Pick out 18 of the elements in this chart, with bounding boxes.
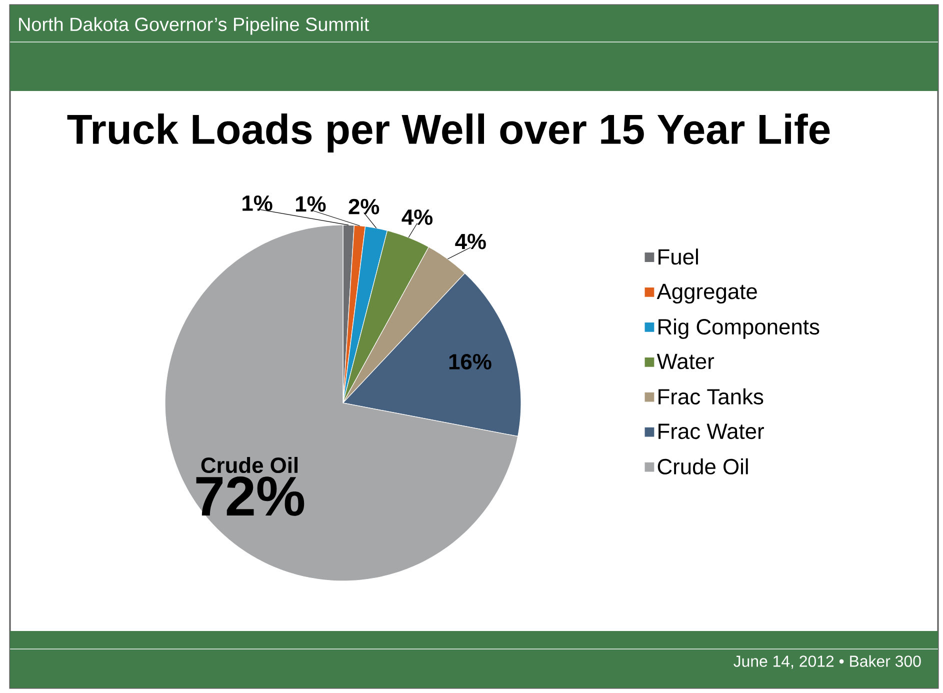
chart-title: Truck Loads per Well over 15 Year Life: [67, 113, 830, 152]
legend-label: Water: [656, 354, 714, 370]
data-label: 1%: [296, 196, 326, 212]
legend-label: Fuel: [658, 248, 698, 265]
data-label: 4%: [402, 209, 433, 225]
data-label: 72%: [196, 476, 304, 516]
text: June 14, 2012 • Baker 300: [734, 655, 921, 669]
data-label: 4%: [455, 234, 486, 250]
data-label: 2%: [348, 198, 380, 214]
legend-label: Rig Components: [658, 318, 820, 339]
text: North Dakota Governor’s Pipeline Summit: [19, 17, 370, 35]
slice-label: Crude Oil: [201, 456, 298, 474]
legend-label: Aggregate: [656, 284, 757, 304]
legend-label: Crude Oil: [658, 458, 748, 474]
legend-label: Frac Tanks: [658, 388, 764, 405]
legend-label: Frac Water: [658, 424, 764, 440]
data-label: 16%: [449, 354, 492, 370]
data-label: 1%: [242, 195, 272, 211]
